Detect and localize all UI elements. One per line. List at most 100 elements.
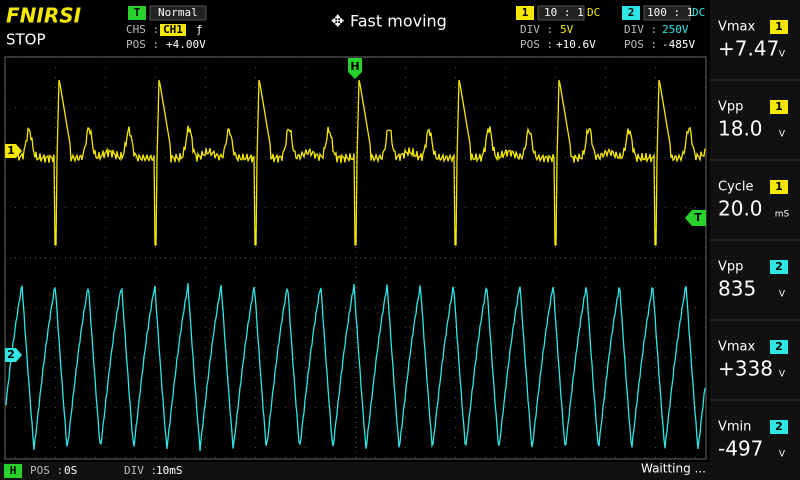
grid-dot (255, 407, 256, 408)
measure-ch: 1 (775, 100, 783, 113)
grid-dot (405, 157, 406, 158)
footer-div-label: DIV : (124, 464, 157, 477)
grid-dot (205, 227, 206, 228)
grid-dot (385, 57, 386, 58)
grid-dot (95, 207, 96, 208)
grid-dot (5, 57, 6, 58)
grid-dot (405, 427, 406, 428)
footer-status: Waitting ... (641, 462, 706, 476)
grid-dot (5, 437, 6, 438)
grid-dot (565, 57, 566, 58)
grid-dot (555, 287, 556, 288)
grid-dot (655, 367, 656, 368)
grid-dot (405, 197, 406, 198)
grid-dot (5, 327, 6, 328)
grid-dot (5, 367, 6, 368)
grid-dot (505, 187, 506, 188)
grid-dot (395, 57, 396, 58)
measure-value: 18.0 (718, 117, 763, 141)
grid-dot (565, 457, 566, 458)
grid-dot (305, 137, 306, 138)
grid-dot (385, 207, 386, 208)
grid-dot (205, 277, 206, 278)
grid-dot (305, 297, 306, 298)
grid-dot (175, 207, 176, 208)
grid-dot (305, 287, 306, 288)
grid-dot (405, 447, 406, 448)
grid-dot (305, 67, 306, 68)
grid-dot (225, 57, 226, 58)
grid-dot (455, 417, 456, 418)
grid-dot (405, 67, 406, 68)
grid-dot (675, 107, 676, 108)
grid-dot (545, 107, 546, 108)
grid-dot (675, 207, 676, 208)
grid-dot (645, 457, 646, 458)
grid-dot (5, 277, 6, 278)
grid-dot (645, 57, 646, 58)
grid-dot (405, 57, 406, 58)
grid-dot (35, 307, 36, 308)
grid-dot (105, 367, 106, 368)
grid-dot (605, 187, 606, 188)
grid-dot (375, 57, 376, 58)
trigger-mode: Normal (158, 6, 198, 19)
grid-dot (405, 407, 406, 408)
grid-dot (605, 457, 606, 458)
trigger-pos: +4.00V (166, 38, 206, 51)
grid-dot (215, 307, 216, 308)
grid-dot (255, 387, 256, 388)
grid-dot (705, 177, 706, 178)
ch2-waveform (5, 283, 706, 452)
grid-dot (455, 57, 456, 58)
grid-dot (605, 137, 606, 138)
grid-dot (405, 417, 406, 418)
grid-dot (275, 407, 276, 408)
grid-dot (405, 277, 406, 278)
grid-dot (75, 57, 76, 58)
grid-dot (75, 357, 76, 358)
grid-dot (605, 247, 606, 248)
grid-dot (585, 107, 586, 108)
grid-dot (595, 57, 596, 58)
grid-dot (55, 127, 56, 128)
grid-dot (505, 157, 506, 158)
grid-dot (255, 447, 256, 448)
grid-dot (585, 357, 586, 358)
grid-dot (25, 107, 26, 108)
grid-dot (205, 327, 206, 328)
grid-dot (105, 347, 106, 348)
grid-dot (205, 267, 206, 268)
grid-dot (25, 207, 26, 208)
grid-dot (435, 207, 436, 208)
grid-dot (135, 307, 136, 308)
grid-dot (5, 87, 6, 88)
grid-dot (55, 337, 56, 338)
grid-dot (505, 237, 506, 238)
grid-dot (705, 77, 706, 78)
ch2-pos-label: POS : (624, 38, 657, 51)
measure-value: 20.0 (718, 197, 763, 221)
grid-dot (155, 377, 156, 378)
grid-dot (495, 57, 496, 58)
grid-dot (555, 247, 556, 248)
grid-dot (655, 197, 656, 198)
grid-dot (415, 407, 416, 408)
grid-dot (375, 457, 376, 458)
grid-dot (155, 77, 156, 78)
grid-dot (455, 227, 456, 228)
trigger-pos-label: POS : (126, 38, 159, 51)
grid-dot (45, 107, 46, 108)
grid-dot (105, 317, 106, 318)
measure-label: Vmin (718, 420, 751, 435)
grid-dot (605, 297, 606, 298)
grid-dot (305, 427, 306, 428)
grid-dot (605, 77, 606, 78)
grid-dot (655, 247, 656, 248)
grid-dot (385, 307, 386, 308)
grid-dot (145, 107, 146, 108)
grid-dot (585, 407, 586, 408)
grid-dot (145, 57, 146, 58)
grid-dot (165, 357, 166, 358)
grid-dot (65, 357, 66, 358)
